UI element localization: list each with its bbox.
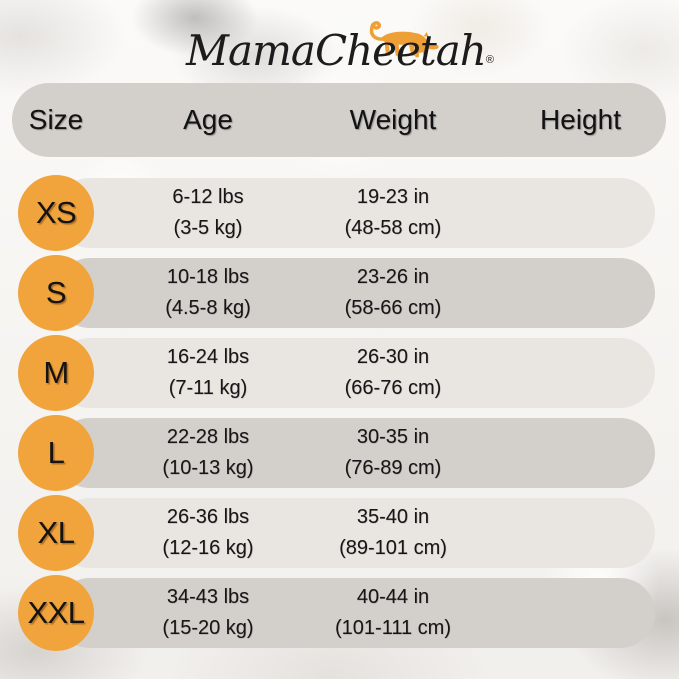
row-pill xyxy=(55,258,655,328)
weight-lbs: 26-36 lbs xyxy=(166,506,250,528)
size-badge-label: S xyxy=(45,275,67,310)
height-in: 35-40 in xyxy=(356,506,430,528)
height-cell: 19-23 in (48-58 cm) xyxy=(304,182,482,244)
size-badge: L xyxy=(18,415,94,491)
row-pill xyxy=(55,338,655,408)
size-badge: XXL xyxy=(18,575,94,651)
height-in: 30-35 in xyxy=(356,426,430,448)
weight-cell: 22-28 lbs (10-13 kg) xyxy=(112,422,304,484)
size-badge: M xyxy=(18,335,94,411)
weight-kg: (3-5 kg) xyxy=(173,217,243,239)
registered-mark: ® xyxy=(485,54,494,66)
height-cell: 23-26 in (58-66 cm) xyxy=(304,262,482,324)
size-badge-label: XXL xyxy=(27,595,85,630)
weight-lbs: 34-43 lbs xyxy=(166,586,250,608)
weight-cell: 6-12 lbs (3-5 kg) xyxy=(112,182,304,244)
size-badge-label: M xyxy=(43,355,69,390)
row-pill xyxy=(55,498,655,568)
height-cell: 40-44 in (101-111 cm) xyxy=(304,582,482,644)
height-cell: 30-35 in (76-89 cm) xyxy=(304,422,482,484)
height-in: 19-23 in xyxy=(356,186,430,208)
size-badge-label: XS xyxy=(35,195,77,230)
table-row: M 6-12 Months 16-24 lbs (7-11 kg) 26-30 … xyxy=(0,335,679,411)
height-cell: 35-40 in (89-101 cm) xyxy=(304,502,482,564)
height-cm: (48-58 cm) xyxy=(344,217,442,239)
header-pill xyxy=(12,83,666,157)
brand-name-text: MamaCheetah xyxy=(186,26,487,75)
weight-kg: (12-16 kg) xyxy=(162,537,254,559)
height-cm: (101-111 cm) xyxy=(335,617,451,639)
cheetah-icon xyxy=(369,21,439,58)
table-row: XL 18-24 Months 26-36 lbs (12-16 kg) 35-… xyxy=(0,495,679,571)
weight-lbs: 10-18 lbs xyxy=(166,266,250,288)
height-in: 26-30 in xyxy=(356,346,430,368)
size-badge-label: XL xyxy=(37,515,75,550)
row-pill xyxy=(55,578,655,648)
weight-lbs: 6-12 lbs xyxy=(172,186,244,208)
height-in: 40-44 in xyxy=(356,586,430,608)
size-table: Size Age Weight Height XS 0-3 Months 6-1… xyxy=(0,83,679,658)
weight-cell: 16-24 lbs (7-11 kg) xyxy=(112,342,304,404)
weight-kg: (7-11 kg) xyxy=(168,377,248,399)
weight-cell: 10-18 lbs (4.5-8 kg) xyxy=(112,262,304,324)
size-badge-label: L xyxy=(47,435,65,470)
brand-name: MamaCheetah® xyxy=(186,30,494,72)
table-body: XS 0-3 Months 6-12 lbs (3-5 kg) 19-23 in… xyxy=(0,175,679,651)
weight-cell: 26-36 lbs (12-16 kg) xyxy=(112,502,304,564)
height-cm: (76-89 cm) xyxy=(344,457,442,479)
weight-kg: (10-13 kg) xyxy=(162,457,254,479)
height-in: 23-26 in xyxy=(356,266,430,288)
table-header-row: Size Age Weight Height xyxy=(0,83,679,157)
row-pill xyxy=(55,178,655,248)
size-badge: XS xyxy=(18,175,94,251)
height-cm: (89-101 cm) xyxy=(339,537,447,559)
column-header-size: Size xyxy=(28,104,84,135)
brand-logo: MamaCheetah® xyxy=(0,8,679,80)
size-badge: S xyxy=(18,255,94,331)
weight-cell: 34-43 lbs (15-20 kg) xyxy=(112,582,304,644)
weight-lbs: 22-28 lbs xyxy=(166,426,250,448)
column-header-height: Height xyxy=(540,104,621,135)
size-badge: XL xyxy=(18,495,94,571)
weight-lbs: 16-24 lbs xyxy=(166,346,250,368)
table-row: XXL 24-48 Months 34-43 lbs (15-20 kg) 40… xyxy=(0,575,679,651)
column-header-age: Age xyxy=(183,104,233,135)
height-cell: 26-30 in (66-76 cm) xyxy=(304,342,482,404)
weight-kg: (15-20 kg) xyxy=(162,617,254,639)
height-cm: (66-76 cm) xyxy=(344,377,442,399)
column-header-weight: Weight xyxy=(349,104,437,135)
height-cm: (58-66 cm) xyxy=(344,297,442,319)
table-row: L 12-18 Months 22-28 lbs (10-13 kg) 30-3… xyxy=(0,415,679,491)
row-pill xyxy=(55,418,655,488)
weight-kg: (4.5-8 kg) xyxy=(165,297,251,319)
table-row: S 0-6 Months 10-18 lbs (4.5-8 kg) 23-26 … xyxy=(0,255,679,331)
table-row: XS 0-3 Months 6-12 lbs (3-5 kg) 19-23 in… xyxy=(0,175,679,251)
